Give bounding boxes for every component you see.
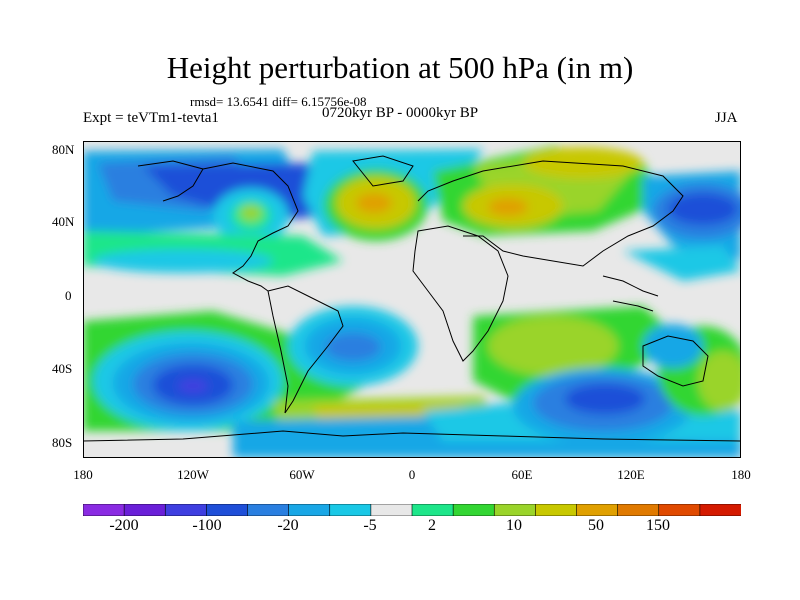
field-region [565,384,645,414]
colorbar-swatch [576,504,619,516]
africa-coast [412,225,509,362]
lat-label: 80N [52,142,75,157]
australia-coast [642,335,709,387]
field-region [668,193,738,225]
lon-label: 0 [408,467,416,482]
coastlines [83,155,741,442]
colorbar-label: 2 [428,517,436,534]
period-label: 0720kyr BP - 0000kyr BP [322,105,479,121]
field-region [356,193,392,213]
lon-label: 120W [177,467,209,482]
colorbar-swatch [699,504,741,516]
colorbar-swatch [83,504,125,516]
colorbar-swatch [493,504,537,516]
greenland-coast [352,155,414,187]
field-region [178,379,208,393]
colorbar-swatch [329,504,372,516]
colorbar-swatch [370,504,413,516]
colorbar-label: -20 [277,517,299,534]
lon-label: 180 [731,467,751,482]
lon-label: 120E [617,467,645,482]
colorbar-label: 10 [506,517,522,534]
eurasia-coast [417,160,684,267]
field-region [488,198,528,216]
colorbar-swatch [164,504,208,516]
field-region [240,205,262,221]
field-region [325,333,381,361]
colorbar-swatch [206,504,249,516]
stats-text: rmsd= 13.6541 diff= 6.15756e-08 [190,94,367,109]
lat-label: 40S [52,361,73,376]
lat-label: 40N [52,214,75,229]
plot-title: Height perturbation at 500 hPa (in m) [166,50,634,85]
colorbar-label: -100 [192,517,222,534]
colorbar-label: 50 [588,517,604,534]
field-region [643,324,703,368]
colorbar-swatch [411,504,454,516]
alaska-coast [137,160,204,202]
height-perturbation-map [83,141,741,458]
field-region [698,351,741,411]
south-america-coast [267,285,344,414]
field-region [623,246,741,281]
colorbar-label: -5 [363,517,377,534]
colorbar-label: -200 [109,517,139,534]
lon-label: 180 [73,467,93,482]
colorbar-label: 150 [646,517,670,534]
colorbar [83,504,741,516]
colorbar-swatch [658,504,701,516]
lon-label: 60W [289,467,315,482]
lat-label: 0 [65,288,72,303]
colorbar-swatch [288,504,331,516]
field-region [488,316,618,376]
antarctica-coast [83,430,741,442]
colorbar-swatch [247,504,290,516]
lon-label: 60E [511,467,533,482]
season-label: JJA [715,110,738,126]
colorbar-swatch [617,504,660,516]
lat-label: 80S [52,435,73,450]
colorbar-swatch [452,504,496,516]
colorbar-swatch [123,504,167,516]
experiment-label: Expt = teVTm1-tevta1 [83,110,219,126]
colorbar-swatch [535,504,578,516]
maritime-continent-coast [602,275,659,312]
field-region [93,249,273,273]
north-america-coast [202,162,299,292]
map-frame [83,141,741,458]
south-america-west-coast [267,290,289,414]
